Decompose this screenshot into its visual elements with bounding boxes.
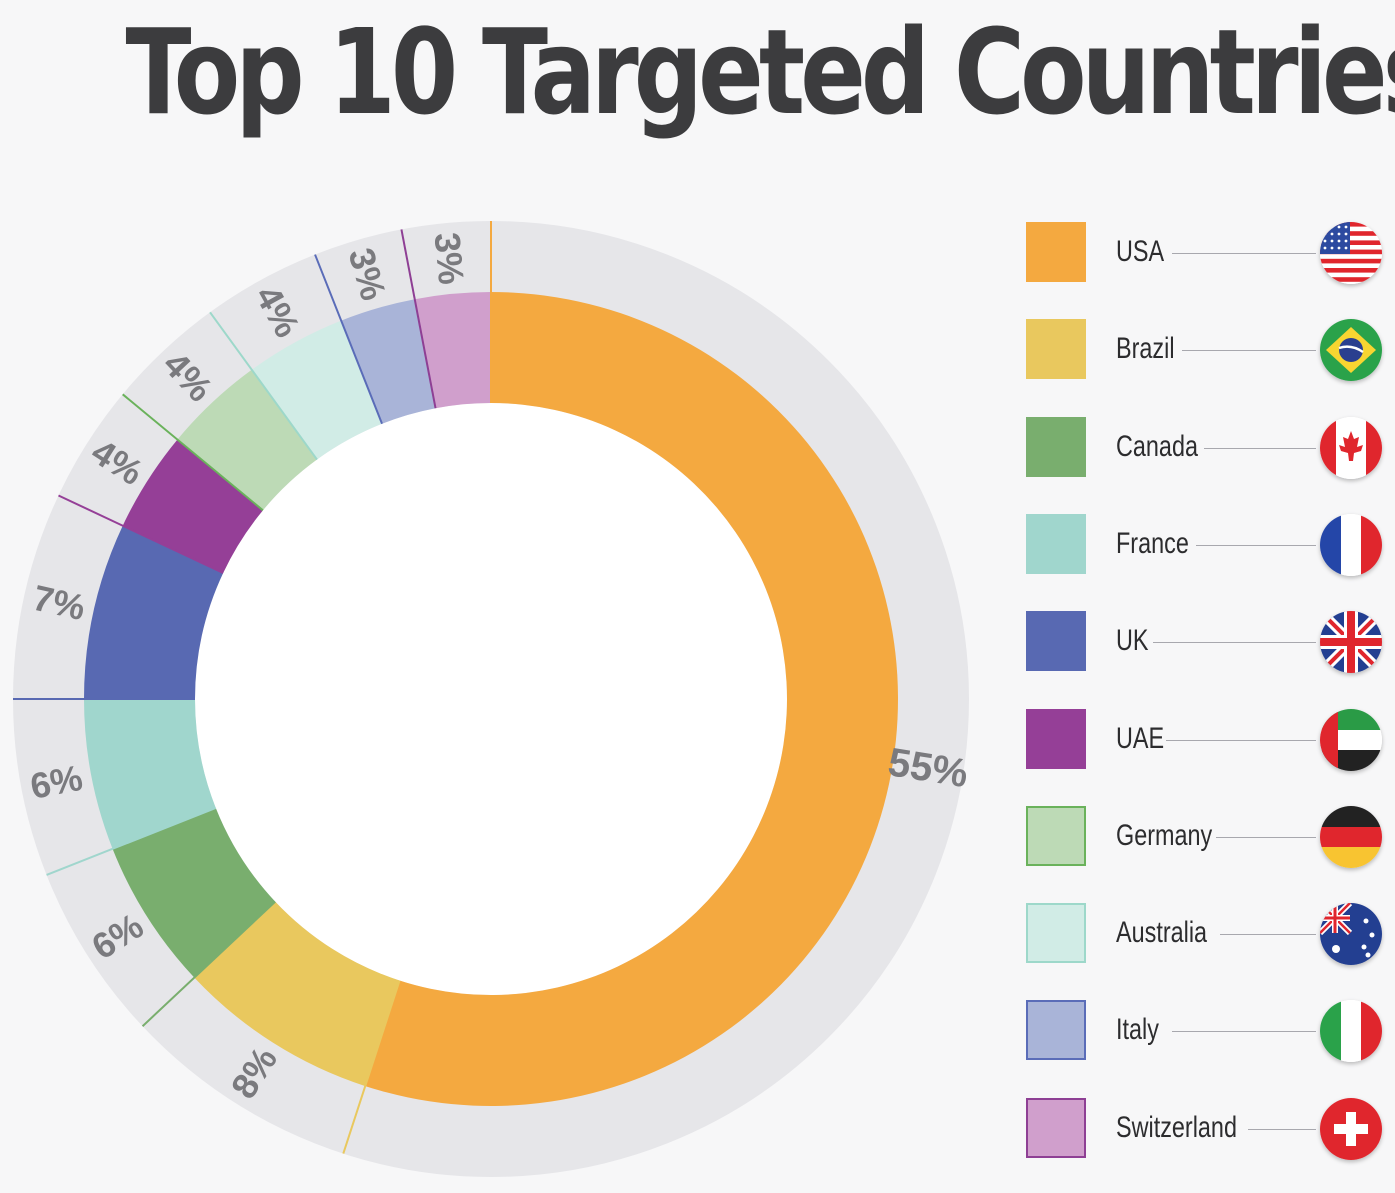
brazil-flag-icon <box>1320 319 1382 382</box>
donut-chart: 55%8%6%6%7%4%4%4%3% 3% <box>13 221 971 1177</box>
percent-label-switzerland: 3% <box>426 231 472 287</box>
switzerland-flag-icon <box>1320 1097 1382 1160</box>
donut-hole <box>195 403 787 995</box>
legend-item: Brazil <box>1026 319 1395 382</box>
slice-australia[interactable] <box>251 320 383 460</box>
legend-swatch <box>1026 611 1086 672</box>
legend-label: Germany <box>1116 818 1213 852</box>
slice-canada[interactable] <box>112 807 276 978</box>
legend-swatch <box>1026 1000 1086 1061</box>
legend-label: Australia <box>1116 916 1208 950</box>
legend-item: Canada <box>1026 416 1395 479</box>
divider-line <box>46 807 217 876</box>
legend-swatch <box>1026 708 1086 769</box>
legend-label: Italy <box>1116 1013 1159 1047</box>
leader-line <box>1196 544 1316 546</box>
slice-germany[interactable] <box>177 369 318 511</box>
legend-item: Italy <box>1026 1000 1395 1063</box>
divider-line <box>209 311 318 461</box>
legend-label: UK <box>1116 624 1149 658</box>
france-flag-icon <box>1320 513 1382 576</box>
legend-swatch <box>1026 416 1086 477</box>
donut-slices <box>84 292 898 1106</box>
legend-item: UAE <box>1026 708 1395 771</box>
leader-line <box>1204 447 1316 449</box>
canada-flag-icon <box>1320 416 1382 479</box>
uae-flag-icon <box>1320 708 1382 771</box>
slice-italy[interactable] <box>341 299 436 424</box>
legend-swatch <box>1026 903 1086 964</box>
legend-label: Canada <box>1116 429 1198 463</box>
slice-uk[interactable] <box>84 525 224 699</box>
divider-line <box>141 900 276 1027</box>
legend-label: USA <box>1116 235 1165 268</box>
leader-line <box>1182 350 1316 352</box>
leader-line <box>1248 1128 1316 1130</box>
legend-item: Germany <box>1026 805 1395 868</box>
legend-label: France <box>1116 526 1189 560</box>
legend-swatch <box>1026 513 1086 574</box>
australia-flag-icon <box>1320 903 1382 966</box>
germany-flag-icon <box>1320 805 1382 868</box>
legend-label: UAE <box>1116 721 1165 755</box>
legend-item: Australia <box>1026 903 1395 966</box>
leader-line <box>1172 253 1316 254</box>
slice-uae[interactable] <box>122 439 263 573</box>
legend-label: Brazil <box>1116 332 1175 366</box>
divider-line <box>314 254 383 425</box>
leader-line <box>1153 642 1316 644</box>
leader-line <box>1172 1031 1316 1033</box>
divider-line <box>342 980 401 1154</box>
divider-lines <box>13 221 492 1154</box>
leader-line <box>1216 836 1316 838</box>
slice-usa[interactable] <box>365 292 898 1106</box>
divider-line <box>122 393 264 512</box>
slice-france[interactable] <box>84 699 216 849</box>
legend-swatch <box>1026 805 1086 866</box>
legend-item: UK <box>1026 611 1395 674</box>
divider-line <box>58 494 224 574</box>
page-title: Top 10 Targeted Countries <box>125 3 1395 141</box>
slice-brazil[interactable] <box>194 901 400 1087</box>
legend-item: France <box>1026 513 1395 576</box>
legend-label: Switzerland <box>1116 1110 1237 1144</box>
legend-swatch <box>1026 319 1086 380</box>
legend-swatch <box>1026 222 1086 282</box>
uk-flag-icon <box>1320 611 1382 674</box>
usa-flag-icon <box>1320 222 1382 284</box>
italy-flag-icon <box>1320 1000 1382 1063</box>
legend-item: USA <box>1026 222 1395 284</box>
percent-label-france: 6% <box>27 757 86 807</box>
leader-line <box>1166 739 1316 741</box>
divider-line <box>400 229 437 409</box>
legend-item: Switzerland <box>1026 1097 1395 1160</box>
legend-swatch <box>1026 1097 1086 1158</box>
leader-line <box>1220 934 1316 936</box>
slice-switzerland[interactable] <box>414 292 491 409</box>
